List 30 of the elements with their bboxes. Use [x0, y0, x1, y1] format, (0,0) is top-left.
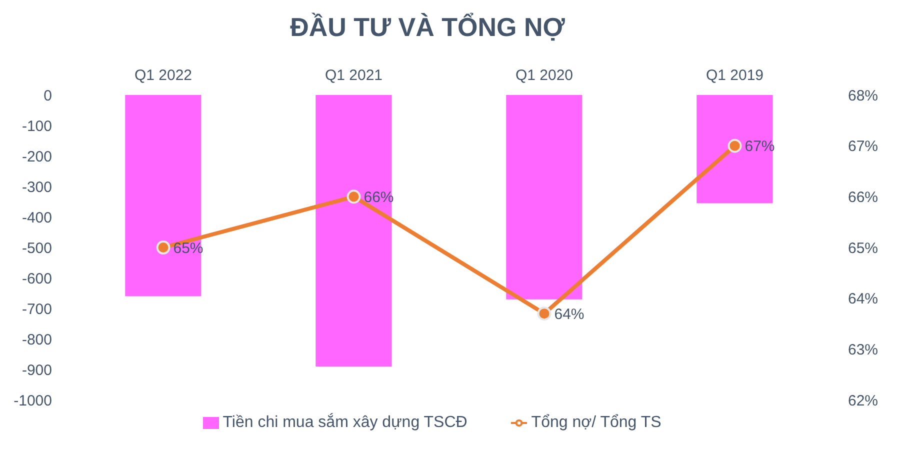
- data-label: 64%: [554, 306, 584, 323]
- x-tick-label: Q1 2022: [134, 67, 192, 84]
- y-tick-label: -700: [22, 300, 52, 318]
- legend-label: Tiền chi mua sắm xây dựng TSCĐ: [222, 414, 468, 431]
- y-tick-label: -400: [22, 209, 52, 226]
- point: [156, 240, 170, 254]
- y-tick-label: -1000: [14, 392, 52, 410]
- y-tick-label: -300: [22, 178, 52, 196]
- y-tick-label: 0: [44, 87, 52, 104]
- y-tick-label: -200: [22, 148, 52, 166]
- y-tick-label: -600: [22, 270, 52, 288]
- y2-tick-label: 65%: [848, 240, 878, 257]
- point: [537, 306, 552, 321]
- y-tick-label: -500: [22, 240, 52, 257]
- y2-tick-label: 68%: [848, 87, 878, 104]
- y2-tick-label: 63%: [848, 341, 878, 358]
- x-tick-label: Q1 2021: [324, 67, 383, 84]
- chart-title: ĐẦU TƯ VÀ TỔNG NỢ: [289, 12, 566, 43]
- y2-tick-label: 66%: [848, 188, 878, 206]
- x-tick-label: Q1 2019: [706, 67, 764, 84]
- point: [728, 138, 742, 153]
- y2-tick-label: 64%: [848, 290, 878, 308]
- x-tick-label: Q1 2020: [515, 67, 574, 84]
- legend-label: Tổng nợ/ Tổng TS: [531, 414, 662, 431]
- y-tick-label: -800: [22, 331, 52, 348]
- y2-tick-label: 67%: [848, 138, 878, 156]
- y-tick-label: -900: [22, 362, 52, 379]
- point: [346, 190, 361, 204]
- y2-tick-label: 62%: [848, 392, 878, 410]
- y-tick-label: -100: [22, 118, 52, 135]
